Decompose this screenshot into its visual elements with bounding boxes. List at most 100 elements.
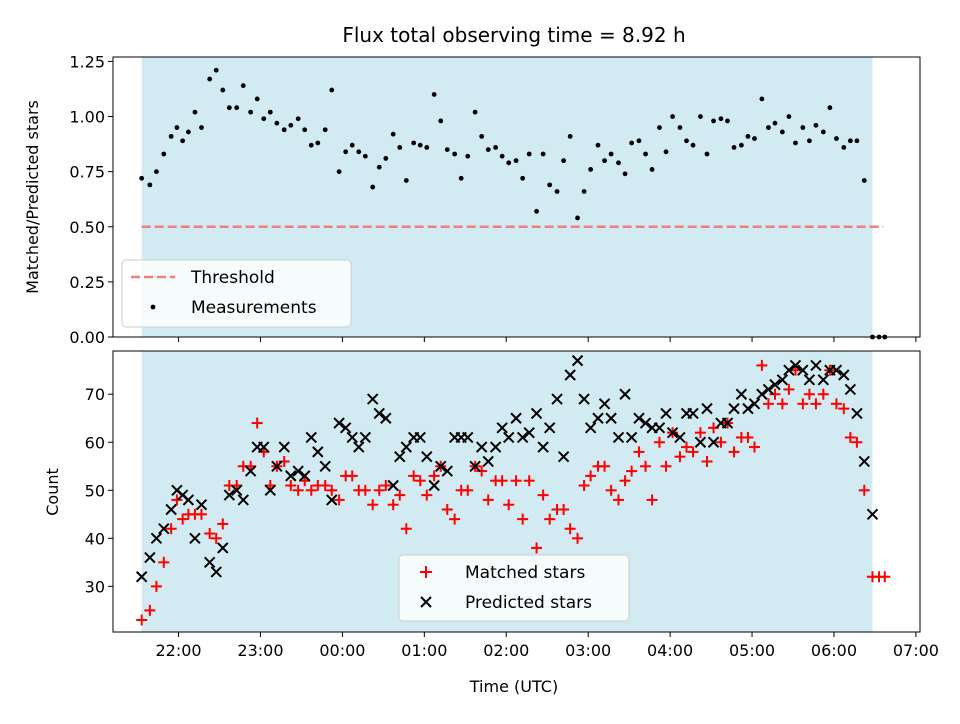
matched-star-point <box>619 475 631 487</box>
measurement-point <box>827 105 833 111</box>
predicted-star-point <box>817 374 830 386</box>
measurement-point <box>281 127 287 133</box>
measurement-point <box>772 120 778 126</box>
matched-star-point <box>858 484 870 496</box>
predicted-star-point <box>803 374 816 386</box>
top-legend: Threshold Measurements <box>121 259 352 328</box>
matched-star-point <box>613 494 625 506</box>
bottom-y-tick-label: 30 <box>85 577 105 596</box>
measurement-point <box>397 144 403 150</box>
matched-star-point <box>851 436 863 448</box>
predicted-star-point <box>150 532 163 545</box>
predicted-star-point <box>333 417 345 429</box>
predicted-star-point <box>278 441 290 453</box>
matched-star-point <box>292 484 304 496</box>
measurement-point <box>499 153 505 159</box>
x-tick-label: 02:00 <box>483 641 529 660</box>
measurement-point <box>274 120 280 126</box>
measurement-point <box>567 133 573 139</box>
predicted-star-point <box>551 393 563 405</box>
measurement-point <box>417 142 423 148</box>
predicted-star-point <box>400 441 413 453</box>
matched-star-point <box>572 532 584 544</box>
measurement-point <box>161 151 167 157</box>
matched-star-point <box>136 614 148 626</box>
matched-star-point <box>441 504 453 516</box>
matched-star-point <box>687 446 699 458</box>
predicted-star-point <box>373 407 385 420</box>
measurement-point <box>766 125 771 130</box>
predicted-star-point <box>592 412 604 424</box>
matched-star-point <box>510 475 522 487</box>
measurement-point <box>261 116 267 122</box>
measurement-point <box>220 87 226 93</box>
measurement-point <box>506 160 512 166</box>
measurement-point <box>199 125 204 130</box>
predicted-star-point <box>523 426 535 439</box>
matched-star-point <box>544 513 556 525</box>
x-tick-label: 04:00 <box>647 641 693 660</box>
predicted-star-point <box>223 489 236 501</box>
predicted-star-point <box>210 566 222 578</box>
bottom-y-tick-label: 60 <box>85 433 105 452</box>
predicted-star-point <box>776 374 789 386</box>
measurement-point <box>786 114 792 119</box>
matched-star-point <box>210 532 222 544</box>
matched-star-point <box>769 388 781 400</box>
matched-star-point <box>177 513 189 525</box>
top-y-tick-label: 1.00 <box>69 108 105 127</box>
matched-star-point <box>564 523 576 535</box>
top-panel-frame <box>112 56 921 338</box>
predicted-star-point <box>605 412 617 424</box>
measurement-point <box>561 158 567 164</box>
predicted-star-point <box>496 422 508 434</box>
bottom-y-tick-label: 50 <box>85 481 105 500</box>
predicted-star-point <box>312 446 324 458</box>
measurement-point <box>240 83 246 89</box>
matched-star-point <box>496 475 508 487</box>
matched-star-point <box>400 523 412 535</box>
matched-star-point <box>523 475 535 487</box>
measurement-point <box>698 114 703 119</box>
matched-star-point <box>408 470 420 482</box>
matched-star-point <box>605 484 617 496</box>
measurement-point <box>759 96 765 102</box>
matched-star-point <box>387 499 399 511</box>
predicted-star-point <box>271 460 283 472</box>
top-y-tick-label: 1.25 <box>69 52 105 71</box>
measurement-point <box>424 144 430 150</box>
predicted-star-point <box>851 407 863 420</box>
predicted-star-point <box>380 412 392 424</box>
matched-star-point <box>640 460 652 472</box>
matched-star-point <box>817 388 829 400</box>
predicted-star-point <box>258 441 270 453</box>
predicted-star-point <box>189 532 201 545</box>
matched-star-point <box>558 504 570 516</box>
predicted-star-point <box>482 455 494 468</box>
measurement-point <box>820 129 826 135</box>
predicted-star-point <box>217 542 229 554</box>
predicted-star-point <box>619 388 631 400</box>
measurement-point <box>581 189 587 194</box>
matched-star-point <box>660 460 672 472</box>
bottom-legend-box <box>398 554 630 622</box>
matched-star-point <box>428 470 440 482</box>
matched-star-point <box>367 499 379 511</box>
measurement-point <box>192 109 198 115</box>
matched-star-point <box>776 398 788 410</box>
predicted-star-point <box>578 393 590 405</box>
matched-star-point <box>742 431 754 443</box>
measurement-point <box>602 158 607 164</box>
predicted-star-point <box>789 359 802 372</box>
measurement-point <box>349 142 355 148</box>
predicted-star-point <box>469 460 481 472</box>
matched-star-point <box>476 465 488 477</box>
matched-star-point <box>646 494 658 506</box>
top-y-tick-label: 0.50 <box>69 218 105 237</box>
measurement-point <box>718 116 724 122</box>
predicted-star-point <box>810 359 822 372</box>
matched-star-point <box>165 523 177 535</box>
predicted-star-point <box>721 417 734 429</box>
predicted-star-point <box>838 369 850 381</box>
